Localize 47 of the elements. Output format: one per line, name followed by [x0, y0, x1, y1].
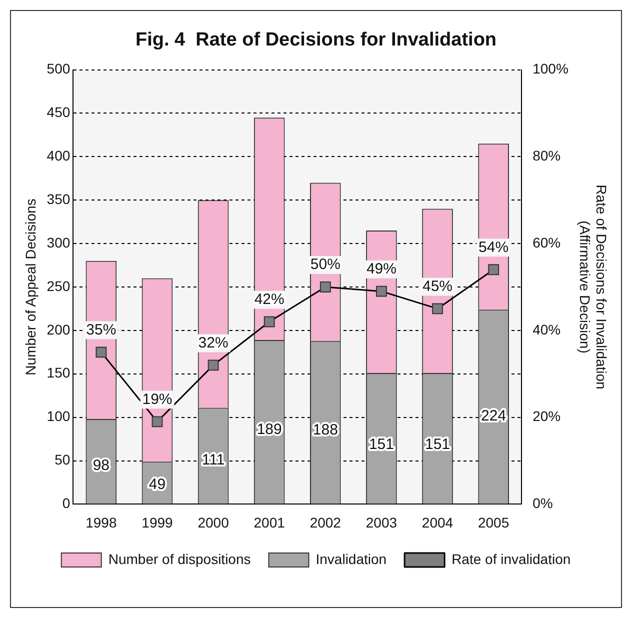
x-tick-label: 2005: [478, 514, 510, 530]
data-label: 224: [481, 407, 506, 424]
data-label: 19%: [142, 390, 172, 408]
x-tick-label: 2002: [310, 514, 342, 530]
y2-tick-label: 80%: [532, 148, 561, 164]
data-label: 188: [312, 422, 338, 439]
y-tick-label: 400: [46, 148, 70, 164]
x-tick-label: 1999: [142, 514, 174, 530]
data-label: 151: [424, 436, 450, 454]
data-label: 189: [256, 421, 282, 438]
data-label: 151: [368, 436, 394, 454]
x-tick-label: 2001: [254, 514, 286, 530]
y-tick-label: 300: [46, 234, 70, 250]
data-label: 54%: [478, 238, 509, 256]
y-tick-label: 50: [54, 452, 70, 468]
data-label: 32%: [198, 334, 228, 352]
y2-tick-label: 100%: [532, 60, 568, 77]
y2-tick-label: 20%: [532, 408, 561, 424]
y-tick-label: 450: [46, 104, 70, 120]
y2-tick-label: 60%: [532, 234, 561, 250]
data-label: 111: [202, 452, 225, 469]
legend-label: Rate of invalidation: [452, 550, 571, 567]
data-label: 35%: [86, 321, 116, 338]
y2-axis-title: Rate of Decisions for Invalidation (Affirmative Decision): [576, 184, 610, 390]
legend-label: Invalidation: [316, 550, 387, 567]
x-tick-label: 2004: [422, 514, 454, 530]
chart-title: Fig. 4 Rate of Decisions for Invalidation: [135, 30, 497, 51]
y-tick-label: 200: [46, 321, 70, 338]
y-tick-label: 150: [46, 364, 70, 381]
data-label: 42%: [254, 290, 284, 308]
y2-tick-label: 40%: [532, 321, 561, 338]
y-tick-label: 100: [46, 408, 70, 424]
x-tick-label: 1998: [86, 514, 117, 530]
data-label: 45%: [422, 278, 453, 295]
y2-tick-label: 0%: [532, 495, 553, 512]
y-tick-label: 350: [46, 190, 70, 207]
y-axis-title: Number of Appeal Decisions: [22, 198, 38, 376]
x-tick-label: 2003: [366, 514, 398, 530]
legend-label: Number of dispositions: [108, 550, 251, 567]
x-tick-label: 2000: [198, 514, 230, 530]
y-tick-label: 250: [46, 278, 70, 294]
data-label: 50%: [310, 256, 340, 274]
y-tick-label: 0: [62, 495, 70, 512]
data-label: 49: [148, 476, 166, 493]
data-label: 98: [92, 456, 110, 474]
y-tick-label: 500: [46, 60, 70, 77]
data-label: 49%: [366, 260, 396, 278]
